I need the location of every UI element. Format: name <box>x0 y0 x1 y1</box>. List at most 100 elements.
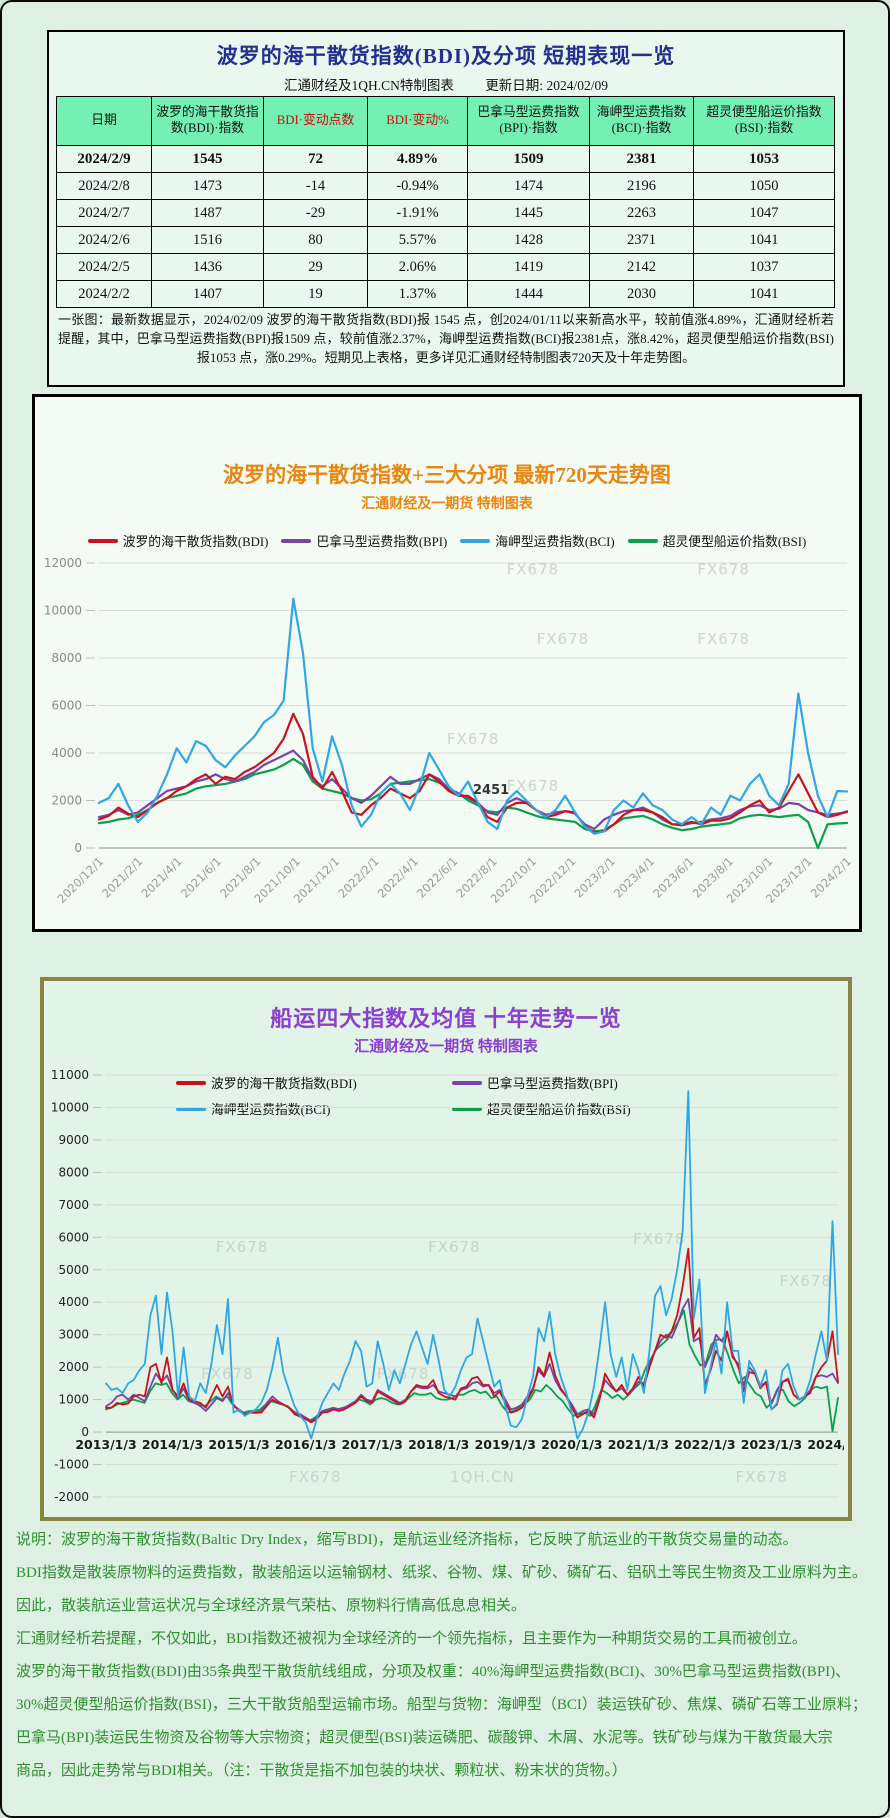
table-cell: 1473 <box>151 172 264 200</box>
legend-item: 波罗的海干散货指数(BDI) <box>176 1073 452 1092</box>
legend-item: 超灵便型船运价指数(BSI) <box>452 1099 728 1118</box>
section-short-term-table: 波罗的海干散货指数(BDI)及分项 短期表现一览 汇通财经及1QH.CN特制图表… <box>47 30 845 387</box>
table-cell: 1436 <box>151 253 264 281</box>
table-cell: 2263 <box>589 199 694 227</box>
y-tick-label: 12000 <box>44 556 82 570</box>
table-subtitle: 汇通财经及1QH.CN特制图表 更新日期: 2024/02/09 <box>49 74 843 94</box>
y-tick-label: 11000 <box>51 1068 89 1082</box>
y-tick-label: 0 <box>74 841 82 855</box>
legend-item: 波罗的海干散货指数(BDI) <box>87 531 268 550</box>
x-tick-label: 2023/2/1 <box>571 854 617 900</box>
table-cell: 2024/2/2 <box>56 280 152 308</box>
table-cell: 2024/2/7 <box>56 199 152 227</box>
table-row: 2024/2/8 1473 -14 -0.94% 1474 2196 1050 <box>56 172 835 200</box>
table-header-cell: 海岬型运费指数(BCI)·指数 <box>589 96 694 146</box>
legend-label: 海岬型运费指数(BCI) <box>211 1103 331 1117</box>
x-tick-label: 2021/4/1 <box>138 854 184 900</box>
x-tick-label: 2019/1/3 <box>475 1437 536 1452</box>
table-cell: 1444 <box>467 280 590 308</box>
watermark: FX678 <box>697 630 750 648</box>
x-tick-label: 2015/1/3 <box>208 1437 269 1452</box>
legend-item: 超灵便型船运价指数(BSI) <box>627 531 806 550</box>
chart-10y-legend: 波罗的海干散货指数(BDI) 巴拿马型运费指数(BPI) 海岬型运费指数(BCI) 超… <box>176 1073 728 1118</box>
y-tick-label: 4000 <box>51 746 82 760</box>
table-row: 2024/2/2 1407 19 1.37% 1444 2030 1041 <box>56 280 835 308</box>
watermark: FX678 <box>428 1238 481 1256</box>
legend-line-swatch <box>281 538 312 543</box>
series-line-1 <box>105 1298 839 1422</box>
watermark: FX678 <box>507 777 560 795</box>
legend-line-swatch <box>452 1106 482 1111</box>
series-line-2 <box>97 597 849 835</box>
x-tick-label: 2022/1/3 <box>674 1437 735 1452</box>
footer-line: 波罗的海干散货指数(BDI)由35条典型干散货航线组成，分项及权重：40%海岬型… <box>16 1664 851 1680</box>
table-header: 日期 波罗的海干散货指数(BDI)·指数 BDI·变动点数 BDI·变动% 巴拿马型运费… <box>56 96 835 146</box>
table-cell: 2142 <box>589 253 694 281</box>
x-tick-label: 2014/1/3 <box>142 1437 203 1452</box>
table-cell: 80 <box>263 226 368 254</box>
watermark: FX678 <box>697 560 750 578</box>
table-header-cell: BDI·变动点数 <box>263 96 368 146</box>
table-cell: 1516 <box>151 226 264 254</box>
legend-label: 超灵便型船运价指数(BSI) <box>487 1103 631 1117</box>
watermark: FX678 <box>289 1468 342 1486</box>
x-tick-label: 2021/1/3 <box>608 1437 669 1452</box>
footer-line: 巴拿马(BPI)装运民生物资及谷物等大宗物资；超灵便型(BSI)装运磷肥、碳酸钾… <box>16 1730 833 1746</box>
watermark: FX678 <box>447 730 500 748</box>
series-line-2 <box>105 1090 839 1440</box>
section-chart-720d: 波罗的海干散货指数+三大分项 最新720天走势图 汇通财经及一期货 特制图表 波… <box>32 394 862 932</box>
y-tick-label: 10000 <box>44 604 82 618</box>
table-note: 一张图：最新数据显示，2024/02/09 波罗的海干散货指数(BDI)报 15… <box>58 312 834 365</box>
x-tick-label: 2018/1/3 <box>408 1437 469 1452</box>
x-tick-label: 2021/6/1 <box>178 854 224 900</box>
x-tick-label: 2022/4/1 <box>375 854 421 900</box>
table-cell: 1037 <box>693 253 835 281</box>
chart-annotation: 2451 <box>473 783 509 798</box>
table-cell: 2024/2/9 <box>56 145 152 173</box>
table-cell: 1053 <box>693 145 835 173</box>
chart-10y: -2000 -1000 0 1000 2000 3000 4000 5000 6000 7000 8… <box>44 1041 869 1518</box>
table-cell: -1.91% <box>367 199 468 227</box>
watermark: FX678 <box>216 1238 269 1256</box>
legend-item: 巴拿马型运费指数(BPI) <box>452 1073 728 1092</box>
footer-notes: 说明：波罗的海干散货指数(Baltic Dry Index，缩写BDI)，是航运… <box>16 1524 876 1788</box>
table-cell: 19 <box>263 280 368 308</box>
y-tick-label: 10000 <box>51 1100 89 1114</box>
x-tick-label: 2024/1/3 <box>807 1437 844 1452</box>
table-cell: -0.94% <box>367 172 468 200</box>
y-tick-label: 2000 <box>51 794 82 808</box>
x-tick-label: 2020/12/1 <box>55 854 107 906</box>
x-tick-label: 2017/1/3 <box>342 1437 403 1452</box>
update-date: 更新日期: 2024/02/09 <box>485 78 608 93</box>
legend-line-swatch <box>87 538 118 543</box>
chart-canvas: -2000 -1000 0 1000 2000 3000 4000 5000 6000 7000 8… <box>51 1068 869 1504</box>
source-label: 汇通财经及1QH.CN特制图表 <box>284 78 454 93</box>
table-cell: 1487 <box>151 199 264 227</box>
table-row: 2024/2/9 1545 72 4.89% 1509 2381 1053 <box>56 145 835 173</box>
chart-720d: 0 2000 4000 6000 8000 10000 12000 FX678 FX678 FX6… <box>35 553 854 930</box>
table-row: 2024/2/6 1516 80 5.57% 1428 2371 1041 <box>56 226 835 254</box>
footer-line: 说明：波罗的海干散货指数(Baltic Dry Index，缩写BDI)，是航运… <box>16 1532 798 1548</box>
table-header-cell: 巴拿马型运费指数(BPI)·指数 <box>467 96 590 146</box>
table-header-cell: 波罗的海干散货指数(BDI)·指数 <box>151 96 264 146</box>
watermark: FX678 <box>507 560 560 578</box>
legend-label: 巴拿马型运费指数(BPI) <box>316 535 448 549</box>
legend-item: 海岬型运费指数(BCI) <box>460 531 615 550</box>
table-header-cell: 超灵便型船运价指数(BSI)·指数 <box>693 96 835 146</box>
footer-line: 30%超灵便型船运价指数(BSI)，三大干散货船型运输市场。船型与货物：海岬型（… <box>16 1697 867 1713</box>
footer-line: BDI指数是散装原物料的运费指数，散装船运以运输钢材、纸浆、谷物、煤、矿砂、磷矿… <box>16 1565 867 1581</box>
chart-10y-subtitle: 汇通财经及一期货 特制图表 <box>354 1039 538 1055</box>
table-header-cell: BDI·变动% <box>367 96 468 146</box>
table-cell: 29 <box>263 253 368 281</box>
x-tick-label: 2023/6/1 <box>650 854 696 900</box>
chart-10y-title: 船运四大指数及均值 十年走势一览 <box>270 1006 622 1031</box>
y-tick-label: 7000 <box>58 1198 89 1212</box>
table-cell: 1.37% <box>367 280 468 308</box>
legend-item: 巴拿马型运费指数(BPI) <box>281 531 447 550</box>
table-cell: 2024/2/6 <box>56 226 152 254</box>
legend-line-swatch <box>176 1106 206 1111</box>
series-line-0 <box>105 1247 839 1424</box>
watermark: FX678 <box>736 1468 789 1486</box>
y-tick-label: 3000 <box>58 1328 89 1342</box>
